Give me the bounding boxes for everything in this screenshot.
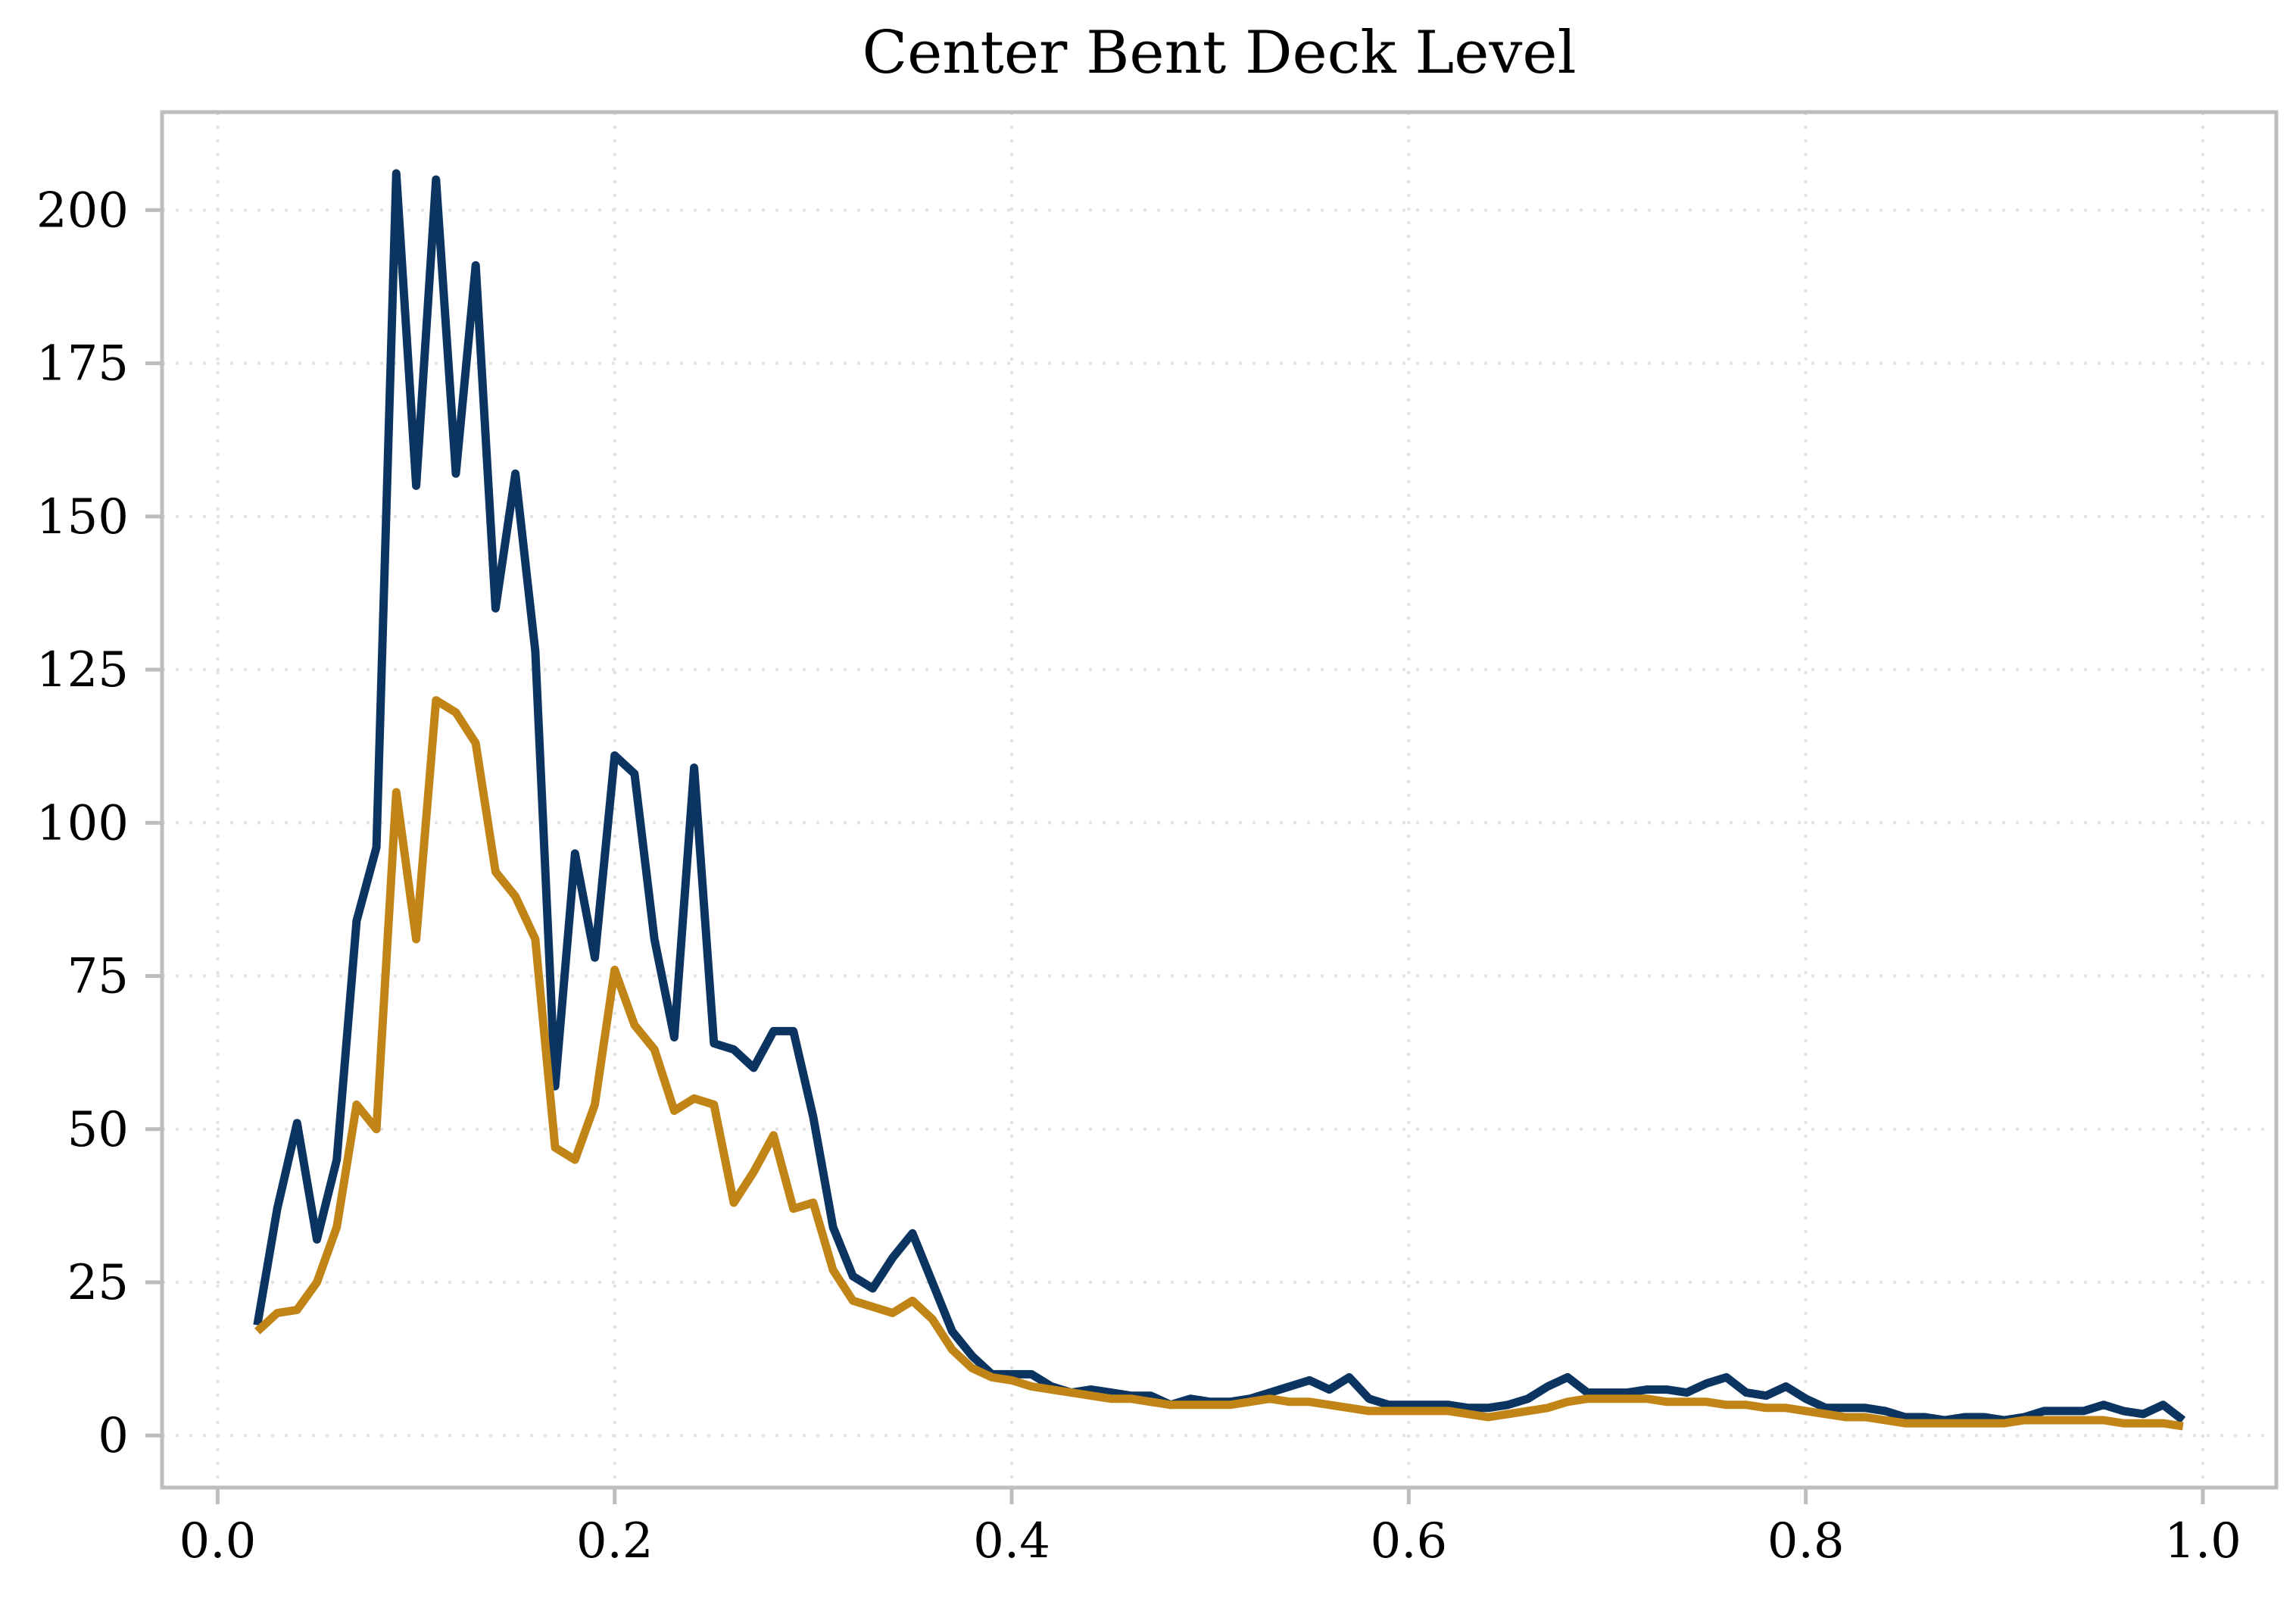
x-tick-label: 0.2 [576,1513,654,1569]
plot-frame [160,110,2279,1490]
x-tick-label: 0.6 [1370,1513,1447,1569]
y-tick-label: 150 [36,489,129,545]
series-layer [253,169,2186,1431]
x-tick-label: 1.0 [2164,1513,2241,1569]
x-tick-label: 0.8 [1767,1513,1845,1569]
y-tick-label: 125 [36,642,129,698]
y-tick-label: 175 [36,336,129,392]
series-line-2 [254,696,2184,1431]
y-tick-label: 50 [67,1102,129,1158]
y-tick-label: 100 [36,795,129,851]
chart-title: Center Bent Deck Level [862,19,1576,87]
x-tick-label: 0.4 [973,1513,1050,1569]
y-tick-label: 200 [36,183,129,239]
y-tick-label: 25 [67,1255,129,1311]
y-tick-label: 75 [67,949,129,1005]
series-line-1 [253,169,2186,1425]
x-tick-label: 0.0 [179,1513,257,1569]
axis-ticks [145,208,2205,1504]
y-tick-label: 0 [98,1408,129,1464]
x-tick-labels: 0.0 0.2 0.4 0.6 0.8 1.0 [179,1513,2241,1569]
grid-lines [162,112,2276,1488]
y-tick-labels: 0 25 50 75 100 125 150 175 200 [36,183,129,1464]
